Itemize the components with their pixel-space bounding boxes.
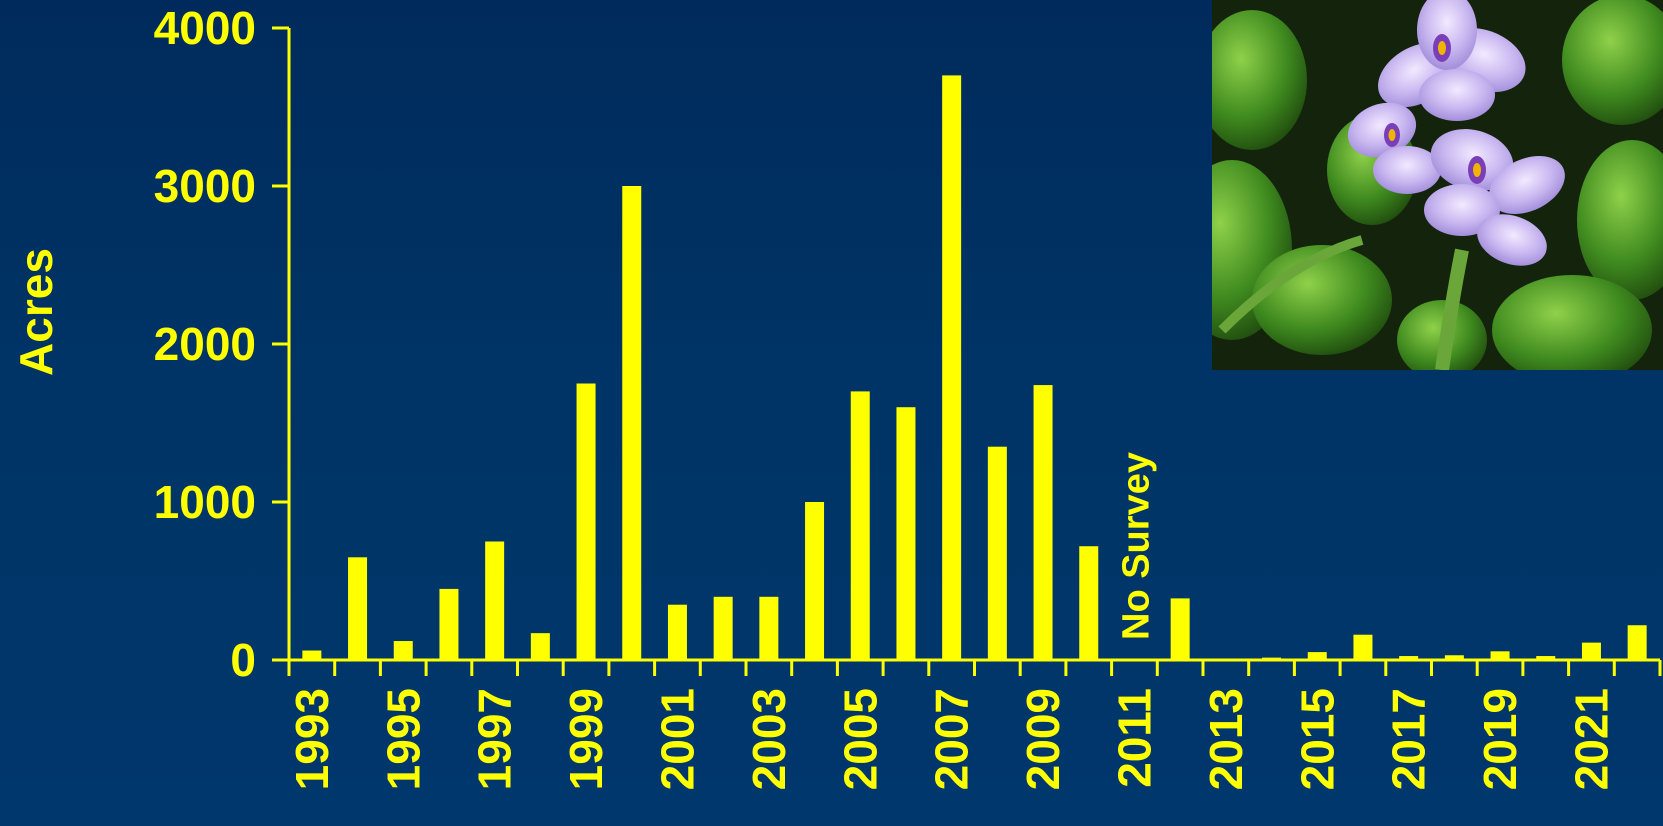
bar-2008: [987, 446, 1007, 660]
bar-2000: [622, 186, 642, 660]
bar-2005: [850, 391, 870, 660]
y-tick-label: 1000: [154, 476, 256, 528]
x-tick-label: 2011: [1108, 688, 1160, 788]
bar-2018: [1444, 655, 1464, 660]
bar-1994: [348, 557, 368, 660]
bar-2016: [1353, 634, 1373, 660]
bar-2019: [1490, 651, 1510, 660]
bar-2021: [1581, 642, 1601, 660]
bar-2014: [1262, 657, 1282, 660]
x-axis: 1993 1995 1997 1999 2001 2003 2005 2007 2009 2011…: [286, 658, 1662, 790]
y-tick-label: 3000: [154, 160, 256, 212]
bar-2010: [1079, 546, 1099, 660]
bar-2015: [1307, 652, 1327, 660]
bar-2006: [896, 407, 916, 660]
x-tick-label: 2021: [1565, 688, 1617, 790]
bar-2013: [1216, 658, 1236, 660]
bar-2007: [942, 75, 962, 660]
y-tick-label: 0: [230, 634, 256, 686]
x-tick-label: 2007: [926, 688, 978, 790]
x-tick-label: 1997: [469, 688, 521, 790]
x-tick-label: 1993: [286, 688, 338, 790]
water-hyacinth-photo: [1212, 0, 1663, 370]
x-tick-label: 2015: [1291, 688, 1343, 790]
bar-2022: [1627, 625, 1647, 660]
bar-2017: [1399, 656, 1419, 660]
y-axis: 0 1000 2000 3000 4000: [154, 2, 291, 686]
x-tick-label: 2013: [1200, 688, 1252, 790]
x-tick-label: 1995: [377, 688, 429, 790]
bar-2009: [1033, 385, 1053, 660]
y-tick-label: 4000: [154, 2, 256, 54]
bar-2012: [1170, 598, 1190, 660]
bar-2004: [805, 502, 825, 660]
y-tick-label: 2000: [154, 318, 256, 370]
bar-2020: [1536, 656, 1556, 660]
x-tick-label: 2005: [834, 688, 886, 790]
y-axis-label: Acres: [10, 248, 62, 376]
x-tick-label: 2001: [651, 688, 703, 790]
x-tick-label: 2017: [1383, 688, 1435, 790]
bar-1993: [302, 650, 322, 660]
bar-1998: [530, 633, 550, 660]
bar-2003: [759, 596, 779, 660]
bar-1995: [393, 641, 413, 660]
bar-1996: [439, 588, 459, 660]
x-tick-label: 2009: [1017, 688, 1069, 790]
bar-2002: [713, 596, 733, 660]
bar-series: [302, 75, 1647, 660]
no-survey-annotation: No Survey: [1115, 452, 1157, 640]
bar-1999: [576, 383, 596, 660]
x-tick-label: 2003: [743, 688, 795, 790]
bar-1997: [485, 541, 505, 660]
bar-2001: [667, 604, 687, 660]
x-tick-label: 2019: [1474, 688, 1526, 790]
x-tick-label: 1999: [560, 688, 612, 790]
annotations: No Survey: [1115, 452, 1157, 640]
